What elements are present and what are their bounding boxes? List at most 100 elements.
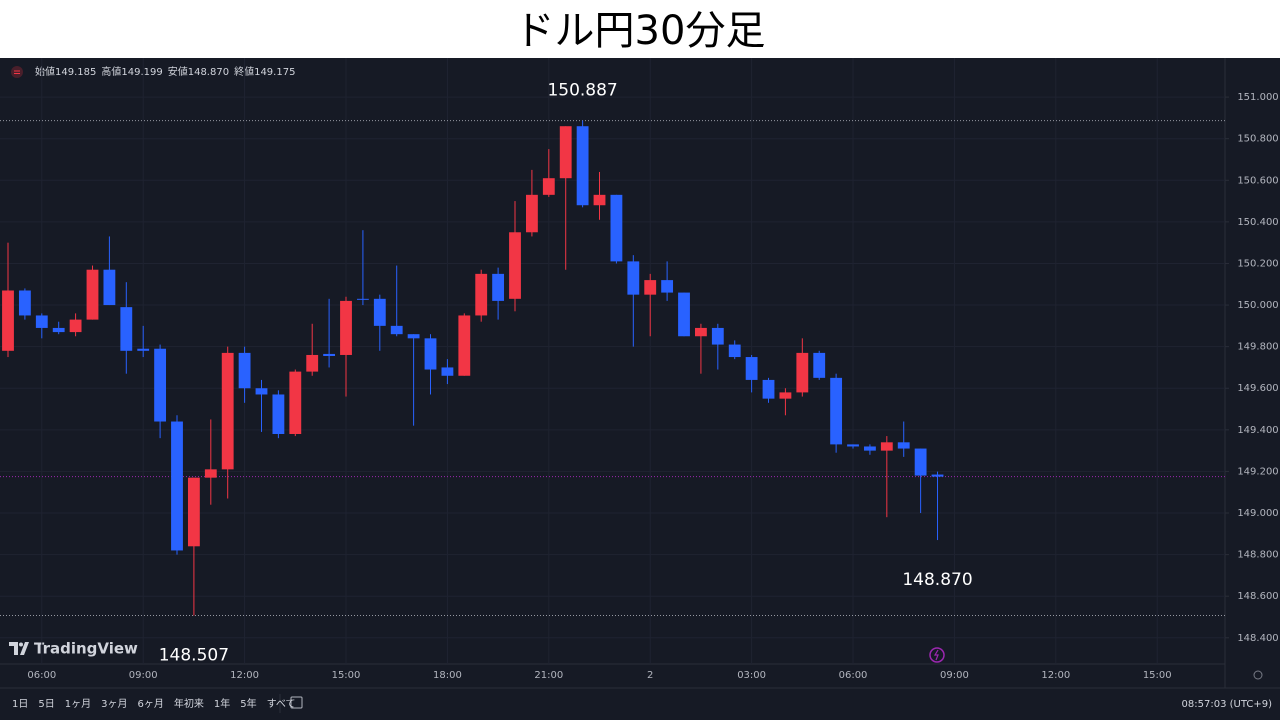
candle-body xyxy=(694,327,707,337)
candle-body xyxy=(813,352,826,378)
range-button[interactable]: 5日 xyxy=(38,699,54,710)
candle-body xyxy=(678,292,690,337)
candle-body xyxy=(289,371,302,434)
grid xyxy=(0,58,1225,664)
range-button[interactable]: すべて xyxy=(267,698,296,710)
symbol-icon[interactable] xyxy=(11,66,23,78)
annotation: 148.507 xyxy=(159,646,229,666)
candle-body xyxy=(2,290,14,351)
range-button[interactable]: 3ヶ月 xyxy=(101,698,127,710)
ohlc-legend: 始値149.185 高値149.199 安値148.870 終値149.175 xyxy=(35,65,295,78)
candle-body xyxy=(18,290,31,316)
candle-body xyxy=(745,357,758,380)
range-button[interactable]: 1日 xyxy=(12,699,28,710)
candle-body xyxy=(661,280,674,293)
candle-body xyxy=(424,338,437,370)
range-button[interactable]: 6ヶ月 xyxy=(138,698,164,710)
candle-body xyxy=(593,194,606,206)
candle-body xyxy=(542,178,555,195)
candle-body xyxy=(525,194,538,233)
x-tick-label: 2 xyxy=(647,670,653,681)
range-button[interactable]: 1年 xyxy=(214,697,230,710)
chart-bg xyxy=(0,58,1280,688)
candle-body xyxy=(880,442,893,451)
candle-body xyxy=(407,334,420,339)
y-tick-label: 150.200 xyxy=(1237,258,1278,269)
candle-body xyxy=(458,315,471,376)
y-tick-label: 150.400 xyxy=(1237,217,1278,228)
x-tick-label: 15:00 xyxy=(1143,670,1172,681)
title: ドル円30分足 xyxy=(515,8,766,54)
legend-label: 始値 xyxy=(35,65,55,78)
candle-body xyxy=(35,315,48,328)
candle-body xyxy=(897,442,910,449)
x-tick-label: 06:00 xyxy=(839,670,868,681)
goto-date-icon[interactable] xyxy=(290,696,303,709)
range-button[interactable]: 1ヶ月 xyxy=(65,698,91,710)
x-tick-label: 21:00 xyxy=(534,670,563,681)
x-tick-label: 12:00 xyxy=(230,670,259,681)
candle-body xyxy=(644,280,657,295)
y-tick-label: 148.800 xyxy=(1237,550,1278,561)
candle-body xyxy=(137,348,150,351)
x-tick-label: 06:00 xyxy=(27,670,56,681)
x-tick-label: 03:00 xyxy=(737,670,766,681)
candle-body xyxy=(120,307,133,351)
candle-body xyxy=(864,446,876,451)
legend-label: 高値 xyxy=(101,65,121,78)
y-tick-label: 149.800 xyxy=(1237,342,1278,353)
annotation: 148.870 xyxy=(902,570,972,590)
y-tick-label: 149.000 xyxy=(1237,508,1278,519)
candle-body xyxy=(356,298,369,300)
clock: 08:57:03 (UTC+9) xyxy=(1182,699,1273,710)
candle-body xyxy=(931,474,944,477)
x-tick-label: 12:00 xyxy=(1041,670,1070,681)
y-tick-label: 150.000 xyxy=(1237,300,1278,311)
legend-value: 149.185 xyxy=(55,67,96,78)
candle-body xyxy=(340,300,352,355)
logo-dot xyxy=(19,642,23,647)
x-tick-label: 18:00 xyxy=(433,670,462,681)
candle-body xyxy=(847,444,859,447)
event-icon[interactable] xyxy=(929,647,945,663)
candle-body xyxy=(86,269,99,320)
candle-body xyxy=(728,344,741,358)
candle-body xyxy=(711,327,724,345)
y-tick-label: 149.200 xyxy=(1237,466,1278,477)
candle-body xyxy=(830,377,843,445)
candle-body xyxy=(306,354,319,372)
candle-body xyxy=(323,353,336,357)
settings-icon[interactable] xyxy=(1253,670,1263,680)
candle-body xyxy=(914,448,927,476)
candle-body xyxy=(221,352,234,470)
candle-body xyxy=(238,352,251,389)
x-tick-label: 09:00 xyxy=(940,670,969,681)
candle-body xyxy=(103,269,116,306)
candle-body xyxy=(171,421,183,551)
x-tick-label: 15:00 xyxy=(332,670,361,681)
annotation: 150.887 xyxy=(547,81,617,101)
y-tick-label: 151.000 xyxy=(1237,92,1278,103)
range-button[interactable]: 年初来 xyxy=(174,697,204,710)
candle-body xyxy=(204,469,217,478)
title-bar xyxy=(0,0,1280,58)
candle-body xyxy=(272,394,285,434)
y-tick-label: 149.600 xyxy=(1237,383,1278,394)
legend-text: 始値149.185 高値149.199 安値148.870 終値149.175 xyxy=(35,65,295,78)
candle-body xyxy=(69,319,82,333)
y-tick-label: 149.400 xyxy=(1237,425,1278,436)
legend-label: 安値 xyxy=(168,65,188,78)
candle-body xyxy=(154,348,167,422)
candle-body xyxy=(52,327,65,333)
candle-body xyxy=(373,298,386,326)
candle-body xyxy=(475,273,488,316)
range-button[interactable]: 5年 xyxy=(240,697,256,710)
candle-body xyxy=(779,392,792,399)
toolbar-bg xyxy=(0,688,1280,720)
candle-body xyxy=(610,194,623,262)
candle-body xyxy=(762,379,775,399)
y-tick-label: 150.600 xyxy=(1237,175,1278,186)
candle-body xyxy=(492,273,505,301)
